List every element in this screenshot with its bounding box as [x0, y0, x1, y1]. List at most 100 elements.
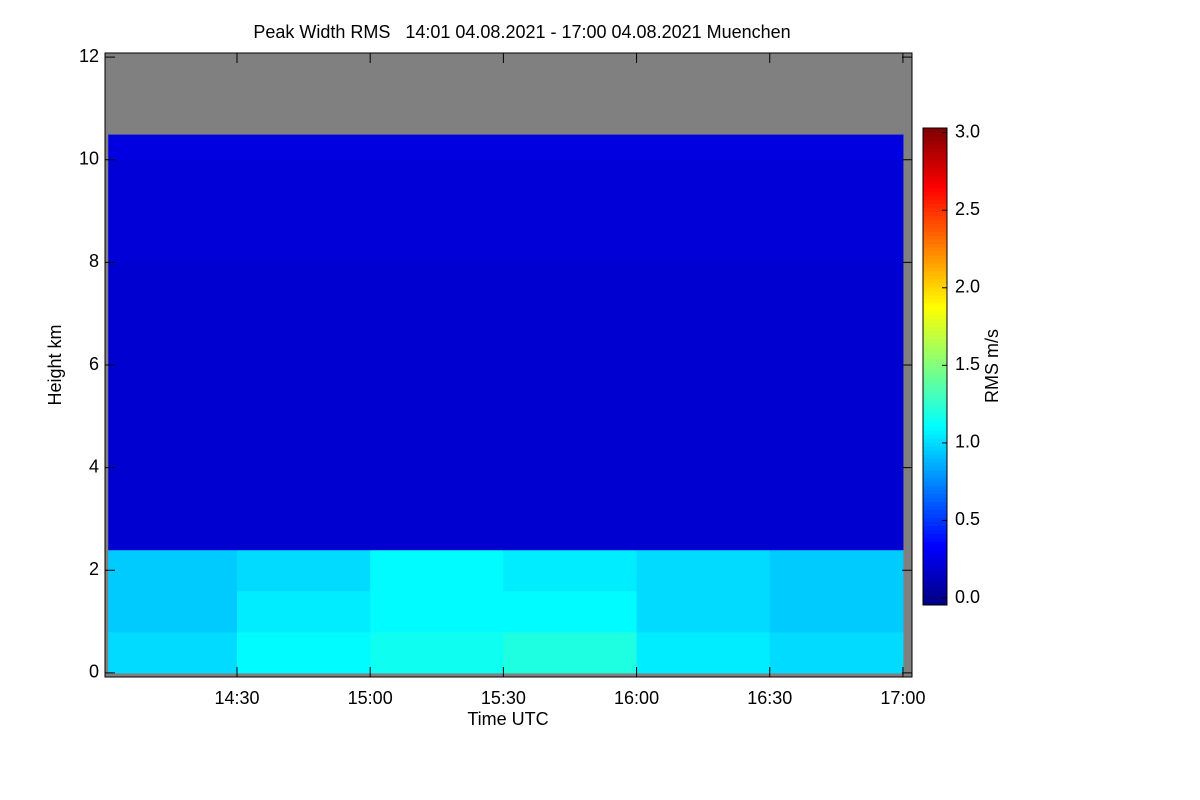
heatmap-cell — [236, 262, 371, 366]
heatmap-cell — [503, 159, 638, 263]
heatmap-cell — [503, 365, 638, 469]
colorbar-segment — [923, 446, 947, 451]
heatmap-cell — [769, 590, 904, 633]
heatmap-cell — [236, 549, 371, 592]
colorbar-segment — [923, 505, 947, 511]
y-tick-label: 12 — [79, 46, 99, 66]
colorbar-segment — [923, 259, 947, 264]
heatmap-cell — [370, 590, 504, 633]
colorbar-segment — [923, 366, 947, 371]
colorbar-segment — [923, 279, 947, 284]
y-tick-label: 10 — [79, 148, 99, 168]
y-tick-label: 4 — [89, 456, 99, 476]
colorbar-segment — [923, 585, 947, 590]
colorbar-segment — [923, 442, 947, 447]
colorbar-segment — [923, 354, 947, 360]
colorbar-segment — [923, 227, 947, 232]
heatmap-cell — [769, 262, 904, 366]
colorbar-tick-label: 3.0 — [955, 121, 980, 141]
colorbar-segment — [923, 473, 947, 479]
colorbar-segment — [923, 469, 947, 475]
heatmap-cell — [636, 262, 771, 366]
colorbar-segment — [923, 290, 947, 296]
colorbar-segment — [923, 509, 947, 515]
colorbar-segment — [923, 398, 947, 403]
colorbar-segment — [923, 135, 947, 141]
colorbar-segment — [923, 314, 947, 320]
colorbar-segment — [923, 573, 947, 578]
colorbar-segment — [923, 350, 947, 356]
heatmap-cell — [636, 549, 771, 592]
heatmap-cell — [236, 134, 371, 161]
heatmap-cell — [108, 159, 238, 263]
heatmap-cell — [236, 631, 371, 674]
heatmap-cell — [503, 467, 638, 551]
colorbar-tick-label: 0.5 — [955, 509, 980, 529]
colorbar-segment — [923, 553, 947, 558]
colorbar-segment — [923, 275, 947, 280]
heatmap-cell — [108, 57, 238, 135]
colorbar-segment — [923, 517, 947, 523]
heatmap-cell — [236, 365, 371, 469]
x-tick-label: 15:00 — [348, 688, 393, 708]
colorbar-segment — [923, 330, 947, 336]
heatmap-cell — [108, 631, 238, 674]
heatmap-cell — [370, 467, 504, 551]
colorbar-segment — [923, 223, 947, 228]
heatmap-cell — [236, 590, 371, 633]
colorbar-segment — [923, 207, 947, 212]
heatmap-cell — [370, 159, 504, 263]
colorbar-segment — [923, 322, 947, 328]
heatmap-cell — [108, 365, 238, 469]
colorbar-segment — [923, 139, 947, 145]
heatmap-cell — [769, 134, 904, 161]
colorbar-segment — [923, 477, 947, 483]
colorbar-segment — [923, 342, 947, 348]
colorbar-segment — [923, 131, 947, 137]
heatmap-cell — [769, 159, 904, 263]
colorbar-tick-label: 2.5 — [955, 199, 980, 219]
colorbar-segment — [923, 545, 947, 550]
heatmap-cell — [236, 467, 371, 551]
heatmap-cell — [503, 590, 638, 633]
colorbar-segment — [923, 143, 947, 149]
heatmap-cell — [636, 134, 771, 161]
colorbar-segment — [923, 128, 947, 133]
colorbar-segment — [923, 577, 947, 582]
colorbar-segment — [923, 294, 947, 300]
colorbar-segment — [923, 378, 947, 383]
colorbar-segment — [923, 247, 947, 252]
colorbar-segment — [923, 529, 947, 534]
colorbar-segment — [923, 235, 947, 240]
colorbar-segment — [923, 187, 947, 193]
colorbar-segment — [923, 167, 947, 173]
colorbar-segment — [923, 374, 947, 379]
colorbar-segment — [923, 449, 947, 455]
colorbar-segment — [923, 287, 947, 292]
colorbar-segment — [923, 485, 947, 491]
heatmap-cell — [503, 262, 638, 366]
colorbar-segment — [923, 533, 947, 538]
colorbar-segment — [923, 597, 947, 602]
x-tick-label: 16:30 — [747, 688, 792, 708]
heatmap-cell — [370, 365, 504, 469]
colorbar-segment — [923, 549, 947, 554]
heatmap-cell — [636, 631, 771, 674]
heatmap-cell — [370, 134, 504, 161]
heatmap-cell — [769, 57, 904, 135]
heatmap-cell — [769, 631, 904, 674]
y-tick-label: 2 — [89, 559, 99, 579]
colorbar-segment — [923, 318, 947, 324]
x-axis-label: Time UTC — [467, 709, 548, 729]
colorbar-segment — [923, 489, 947, 495]
colorbar-label: RMS m/s — [982, 329, 1002, 403]
colorbar-segment — [923, 565, 947, 570]
colorbar-segment — [923, 453, 947, 459]
heatmap-cell — [769, 467, 904, 551]
colorbar-segment — [923, 422, 947, 427]
colorbar-segment — [923, 310, 947, 316]
colorbar-segment — [923, 203, 947, 208]
colorbar-segment — [923, 219, 947, 224]
colorbar-segment — [923, 593, 947, 598]
colorbar-segment — [923, 465, 947, 471]
